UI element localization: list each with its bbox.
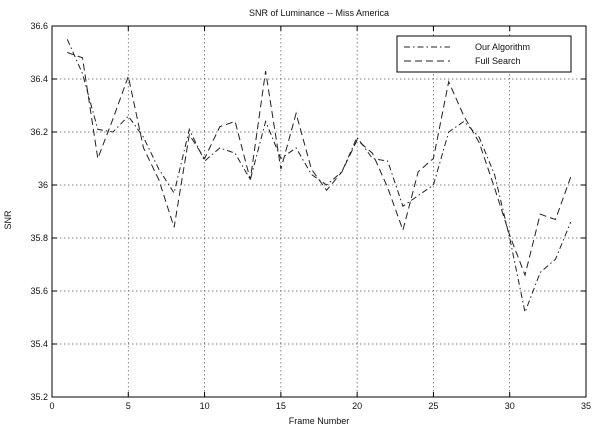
y-tick-label: 36: [38, 180, 48, 190]
series-group: [66, 39, 572, 314]
x-tick-label: 15: [276, 401, 286, 411]
grid: [52, 26, 586, 397]
legend-label-full-search: Full Search: [475, 56, 521, 66]
x-tick-label: 10: [200, 401, 210, 411]
y-tick-label: 36.4: [30, 74, 48, 84]
chart-title: SNR of Luminance -- Miss America: [249, 8, 389, 18]
y-tick-label: 35.6: [30, 286, 48, 296]
axis-ticks: 0 5 10 15 20 25 30 35 35.2 35.4 35.6 35.8 36 36.2 36.4…: [30, 21, 591, 411]
x-tick-label: 20: [352, 401, 362, 411]
x-axis-label: Frame Number: [289, 416, 350, 426]
y-tick-label: 35.8: [30, 233, 48, 243]
y-tick-label: 35.4: [30, 339, 48, 349]
legend-box: [396, 35, 572, 73]
legend-label-our-algorithm: Our Algorithm: [475, 42, 530, 52]
y-tick-label: 35.2: [30, 392, 48, 402]
x-tick-label: 25: [428, 401, 438, 411]
plot-frame: [51, 25, 587, 398]
y-tick-label: 36.2: [30, 127, 48, 137]
x-tick-label: 30: [505, 401, 515, 411]
x-tick-label: 35: [581, 401, 591, 411]
series-line-full-search: [67, 52, 572, 277]
legend: Our Algorithm Full Search: [396, 35, 572, 73]
y-tick-label: 36.6: [30, 21, 48, 31]
x-tick-label: 5: [126, 401, 131, 411]
series-line-our-algorithm: [66, 39, 572, 314]
y-axis-label: SNR: [3, 210, 13, 230]
x-tick-label: 0: [49, 401, 54, 411]
